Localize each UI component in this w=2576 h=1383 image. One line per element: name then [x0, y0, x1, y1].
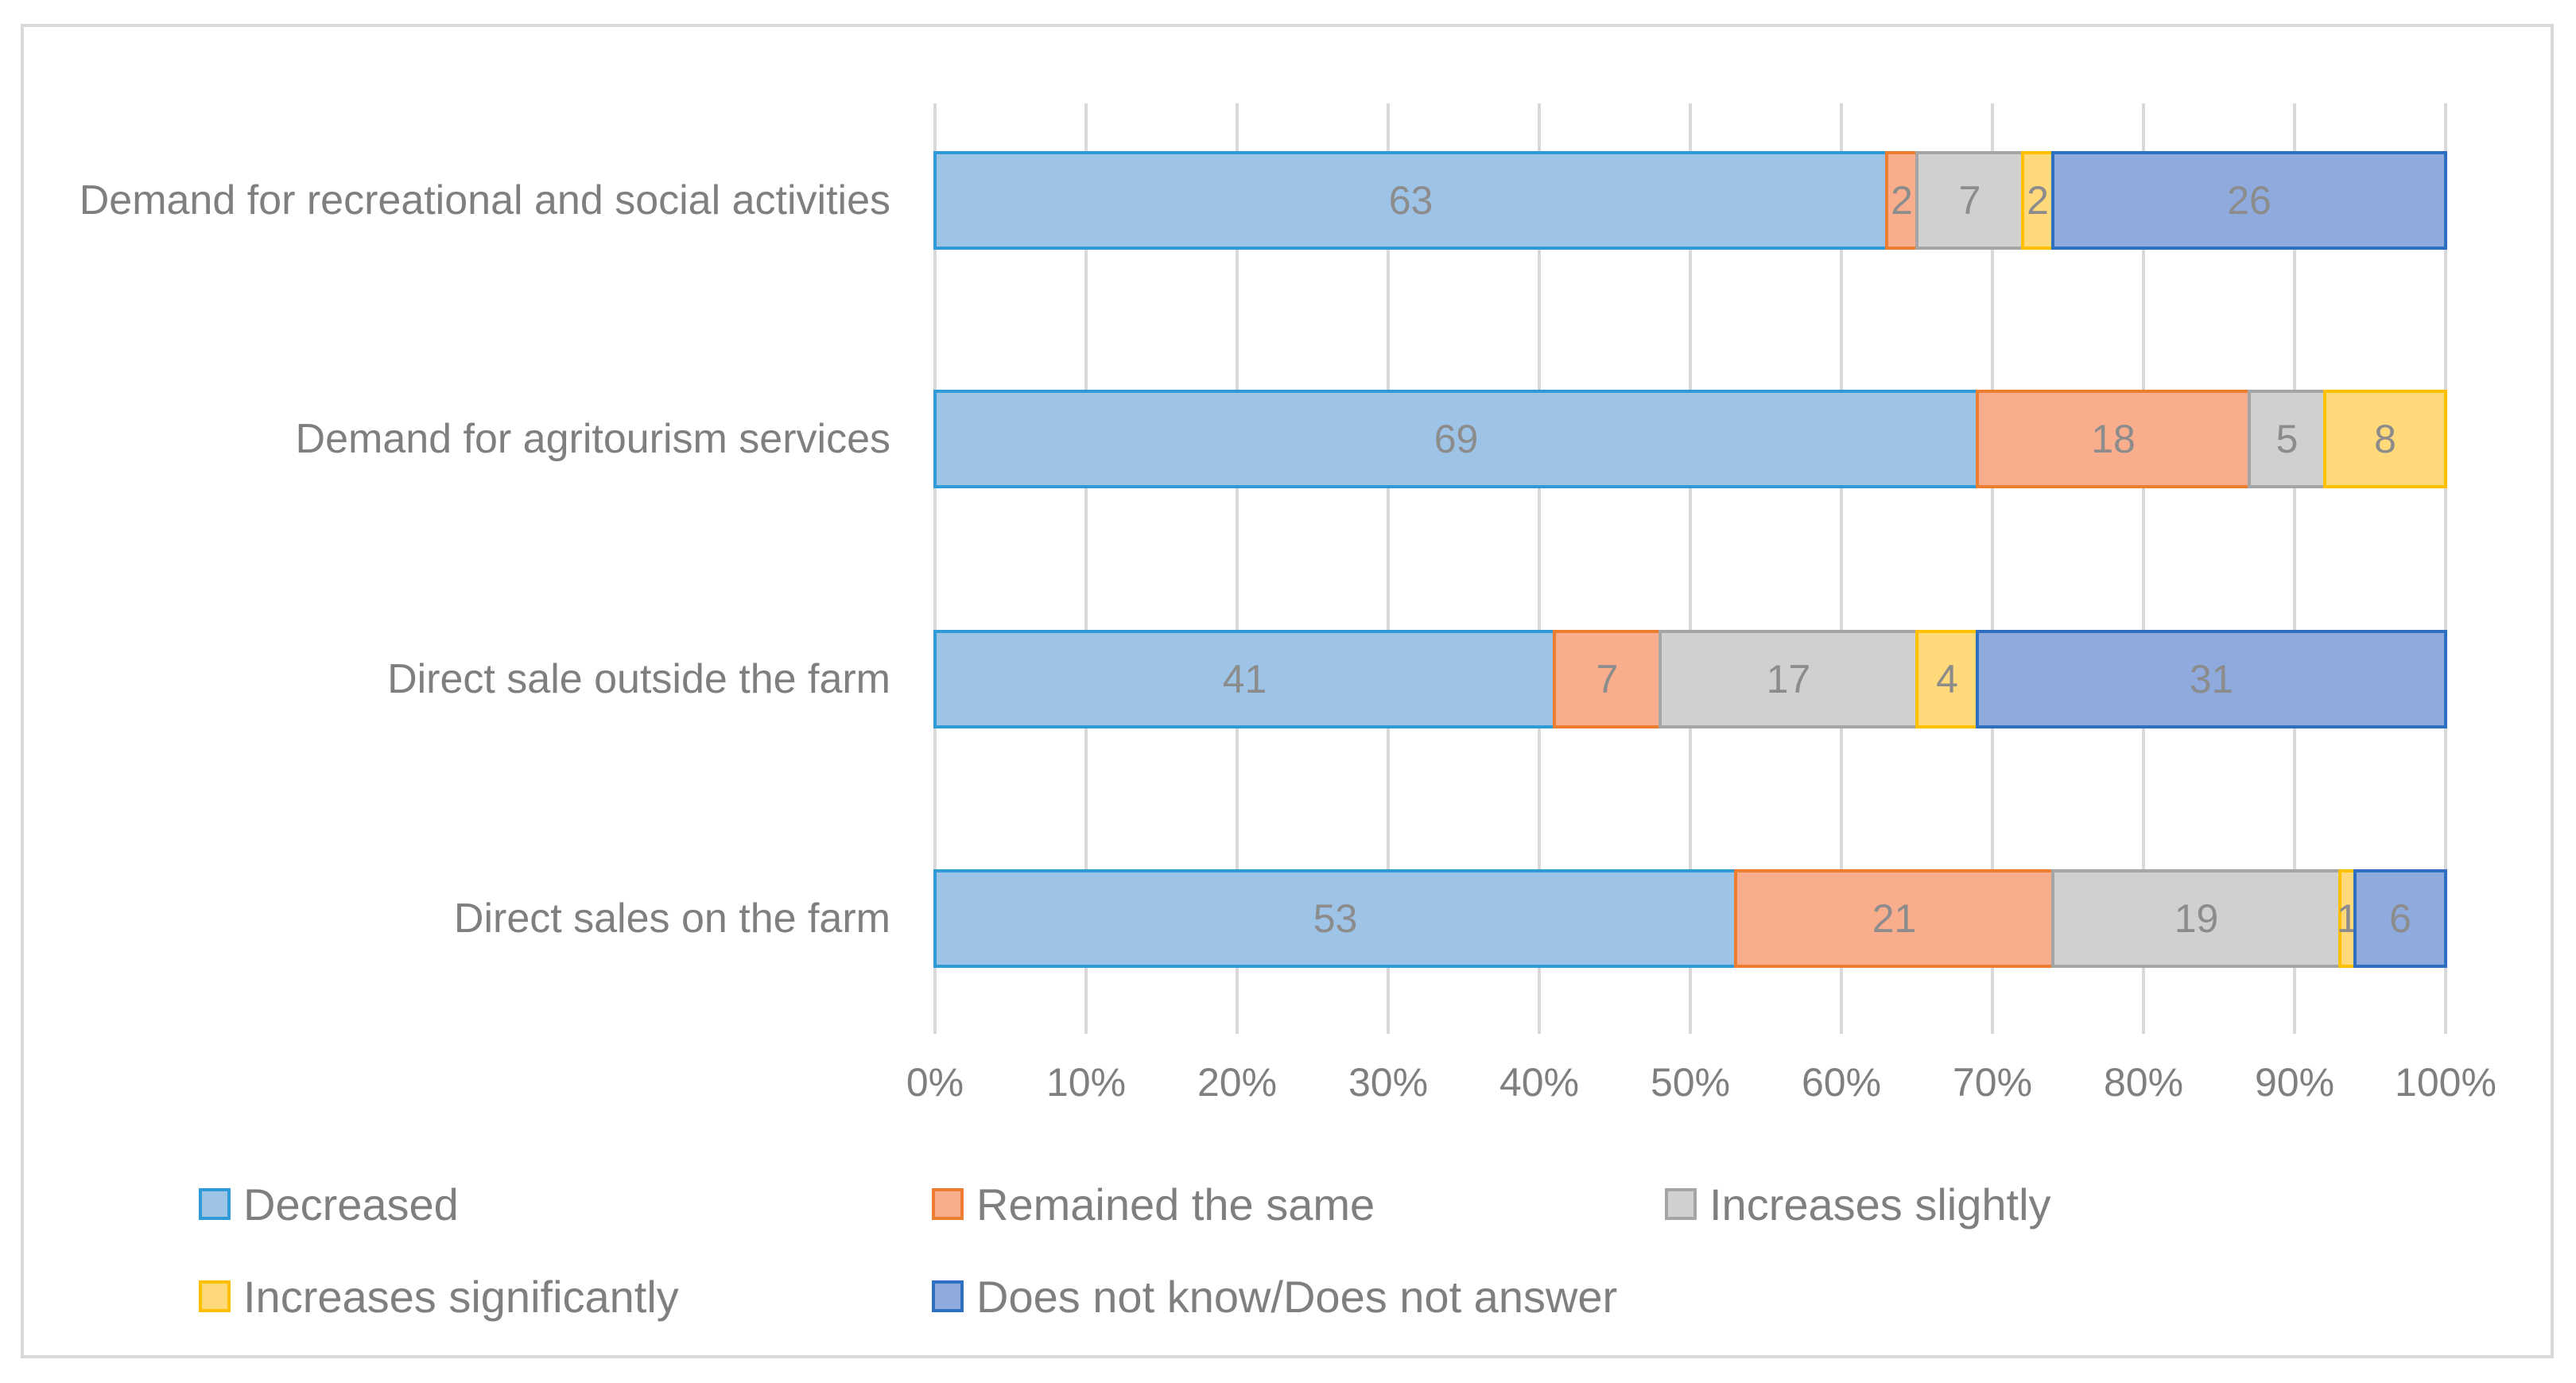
legend-swatch	[199, 1280, 231, 1312]
x-tick-label: 0%	[906, 1060, 964, 1105]
data-label: 5	[2276, 417, 2299, 461]
x-tick-label: 10%	[1046, 1060, 1126, 1105]
bar-segment	[933, 869, 1737, 968]
legend-item: Remained the same	[932, 1179, 1375, 1230]
legend-item: Increases slightly	[1665, 1179, 2051, 1230]
data-label: 7	[1596, 657, 1619, 701]
bar-segment	[1976, 630, 2447, 728]
legend-item: Does not know/Does not answer	[932, 1271, 1618, 1322]
data-label: 6	[2389, 896, 2411, 941]
x-tick-label: 90%	[2255, 1060, 2334, 1105]
data-label: 63	[1389, 178, 1433, 223]
legend-swatch	[932, 1280, 964, 1312]
legend-label: Does not know/Does not answer	[976, 1271, 1618, 1322]
legend-label: Decreased	[243, 1179, 459, 1230]
bar-segment	[933, 390, 1979, 488]
x-tick-label: 40%	[1499, 1060, 1579, 1105]
category-label: Direct sale outside the farm	[387, 656, 890, 702]
legend-item: Decreased	[199, 1179, 459, 1230]
bar-segment	[933, 630, 1556, 728]
data-label: 17	[1767, 657, 1811, 701]
bar-segment	[2248, 390, 2326, 488]
bar-segment	[1915, 151, 2024, 250]
category-label: Demand for recreational and social activ…	[80, 177, 890, 223]
bar-segment	[2051, 151, 2447, 250]
x-tick-label: 100%	[2395, 1060, 2496, 1105]
data-label: 26	[2227, 178, 2271, 223]
legend-item: Increases significantly	[199, 1271, 679, 1322]
data-label: 21	[1872, 896, 1917, 941]
legend-swatch	[199, 1188, 231, 1220]
x-tick-label: 60%	[1802, 1060, 1881, 1105]
data-label: 7	[1959, 178, 1981, 223]
data-label: 2	[2027, 178, 2049, 223]
legend-label: Increases significantly	[243, 1271, 679, 1322]
bar-segment	[2051, 869, 2341, 968]
bar-segment	[933, 151, 1888, 250]
category-label: Direct sales on the farm	[454, 895, 890, 942]
legend-label: Remained the same	[976, 1179, 1375, 1230]
data-label: 41	[1223, 657, 1267, 701]
data-label: 53	[1313, 896, 1358, 941]
data-label: 69	[1434, 417, 1479, 461]
bar-segment	[1915, 630, 1979, 728]
x-tick-label: 80%	[2104, 1060, 2183, 1105]
legend-swatch	[1665, 1188, 1697, 1220]
data-label: 4	[1936, 657, 1958, 701]
bar-segment	[1658, 630, 1918, 728]
x-tick-label: 50%	[1651, 1060, 1730, 1105]
data-label: 19	[2174, 896, 2219, 941]
bar-segment	[2353, 869, 2447, 968]
category-label: Demand for agritourism services	[296, 416, 890, 462]
data-label: 8	[2374, 417, 2396, 461]
legend-swatch	[932, 1188, 964, 1220]
bar-segment	[1553, 630, 1662, 728]
bar-segment	[2323, 390, 2447, 488]
data-label: 18	[2091, 417, 2136, 461]
legend-label: Increases slightly	[1709, 1179, 2051, 1230]
data-label: 2	[1891, 178, 1913, 223]
x-tick-label: 30%	[1348, 1060, 1428, 1105]
x-tick-label: 70%	[1953, 1060, 2032, 1105]
data-label: 31	[2190, 657, 2234, 701]
bar-segment	[1734, 869, 2054, 968]
x-tick-label: 20%	[1197, 1060, 1277, 1105]
bar-segment	[2021, 151, 2054, 250]
